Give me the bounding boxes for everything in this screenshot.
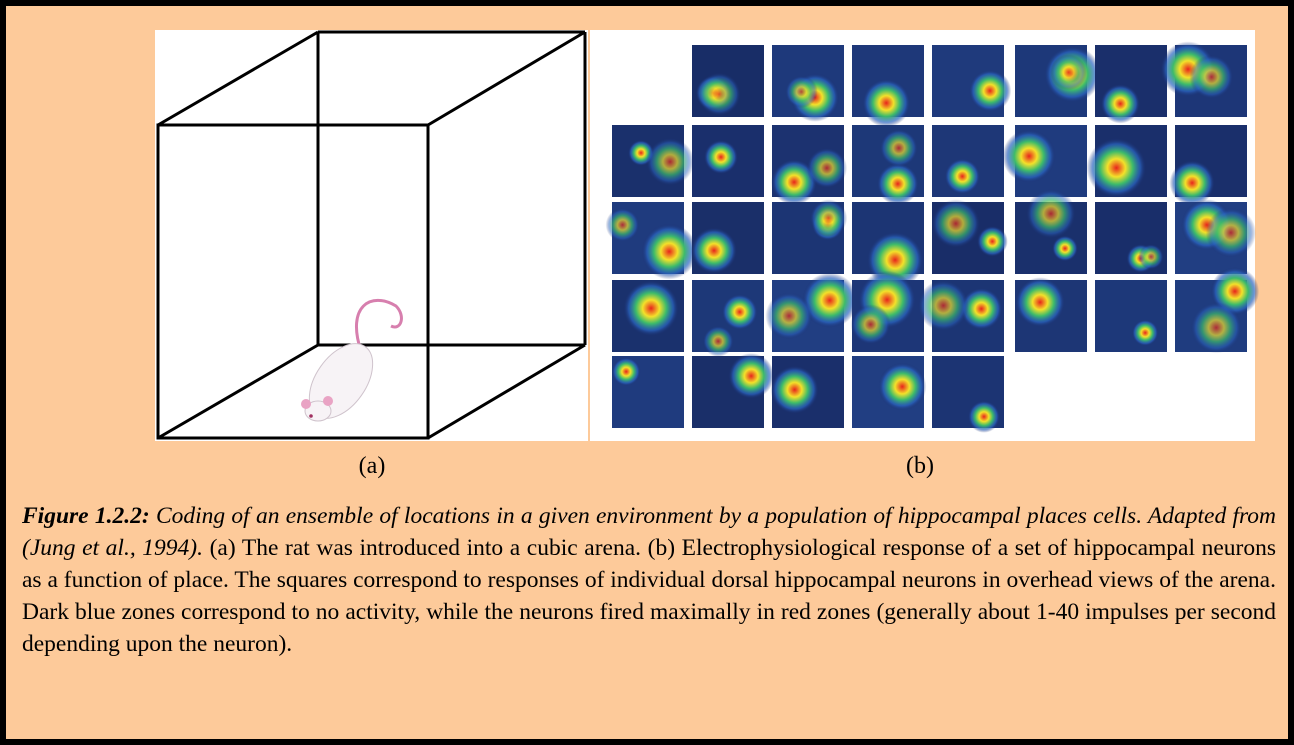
place-field [1050,54,1087,91]
place-field [690,227,738,274]
panel-label: (b) [906,453,934,479]
place-field [611,357,641,387]
place-field [1015,277,1066,328]
place-field [771,159,818,206]
place-field [702,325,734,357]
place-field [976,226,1008,257]
place-field [1086,137,1147,198]
place-field [806,147,848,189]
place-field [1131,319,1159,347]
place-field [802,272,858,329]
place-field [809,199,848,237]
place-field [623,280,680,337]
place-field [785,75,818,109]
place-field [968,69,1012,113]
place-field [721,293,758,331]
cube [156,30,587,440]
place-field [697,72,741,116]
place-field [879,128,918,168]
place-field [878,362,927,411]
place-field [862,78,911,128]
place-field-maps [605,41,1260,433]
place-field [728,353,775,399]
caption-lead: Figure 1.2.2: [22,503,150,529]
caption-body: (a) The rat was introduced into a cubic … [22,535,1276,657]
caption-emphasis: Coding of an ensemble of locations in a … [22,503,1276,561]
place-field [931,199,981,248]
place-field [960,287,1003,330]
panel-label: (a) [358,453,386,479]
place-field [944,158,981,195]
place-field [1026,188,1076,239]
place-field [876,162,919,205]
place-field [703,139,739,175]
place-field [967,400,1001,433]
place-field [770,365,819,414]
place-field [1189,54,1234,100]
caption: Figure 1.2.2: Coding of an ensemble of l… [22,500,1276,660]
place-field [1190,301,1242,354]
place-field [1205,207,1256,258]
place-map-noise [1095,280,1167,352]
place-field [1052,235,1078,262]
place-field [1138,244,1164,270]
place-field [1169,160,1215,206]
place-field [646,137,695,186]
place-field [1100,84,1141,124]
rat [301,298,403,422]
panel-a-bg [155,30,588,441]
place-field [917,280,969,332]
figure-art [155,30,1260,441]
place-field [1002,129,1056,183]
place-field [641,223,698,280]
place-field [605,207,640,242]
place-field [765,292,813,340]
place-field [850,304,891,345]
